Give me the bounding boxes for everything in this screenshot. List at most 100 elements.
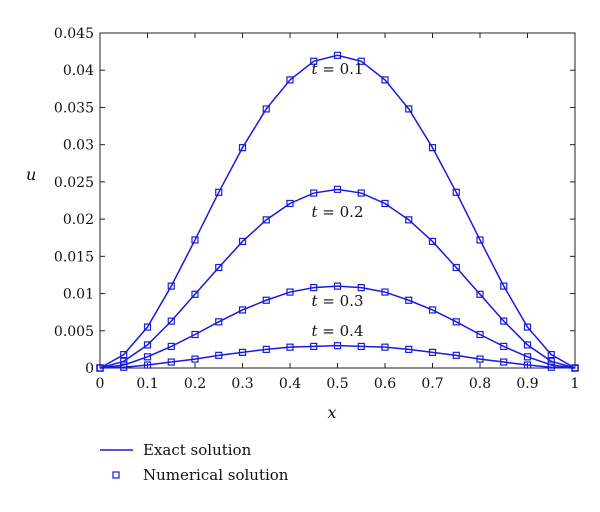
numerical-solution-point	[286, 343, 294, 351]
numerical-solution-point	[476, 330, 484, 339]
numerical-solution-point	[452, 263, 460, 272]
y-tick-label: 0.03	[63, 138, 94, 154]
numerical-solution-point	[120, 351, 128, 359]
numerical-solution-point	[310, 189, 318, 197]
numerical-solution-point	[381, 76, 389, 84]
numerical-solution-point	[143, 341, 152, 349]
numerical-solution-point	[333, 51, 342, 59]
numerical-solution-point	[167, 358, 175, 366]
x-tick-label: 0.1	[136, 376, 158, 392]
x-tick-label: 1	[571, 376, 580, 392]
numerical-solution-point	[167, 342, 175, 351]
exact-solution-line	[99, 54, 576, 369]
numerical-solution-point	[523, 361, 532, 369]
numerical-solution-point	[500, 342, 508, 351]
y-tick-label: 0.045	[54, 26, 94, 42]
numerical-solution-point	[215, 351, 223, 359]
numerical-solution-point	[452, 188, 460, 196]
numerical-solution-point	[452, 318, 460, 326]
y-axis-label: u	[26, 165, 36, 184]
numerical-solution-point	[381, 199, 389, 208]
numerical-solution-point	[523, 353, 532, 361]
numerical-solution-point	[476, 290, 484, 298]
x-tick-label: 0.6	[374, 376, 396, 392]
y-tick-label: 0.035	[54, 100, 94, 116]
x-tick-label: 0.8	[469, 376, 491, 392]
numerical-solution-point	[333, 282, 342, 290]
numerical-solution-point	[167, 282, 175, 290]
legend-marker-swatch	[112, 471, 120, 479]
numerical-solution-point	[381, 343, 389, 351]
numerical-solution-point	[500, 358, 508, 366]
numerical-solution-point	[428, 306, 437, 314]
x-tick-label: 0.3	[231, 376, 253, 392]
annotations: t = 0.1 t = 0.2 t = 0.3 t = 0.4	[312, 60, 364, 340]
x-tick-label: 0.7	[421, 376, 443, 392]
numerical-solution-point	[191, 236, 199, 244]
numerical-solution-point	[120, 363, 128, 371]
exact-solution-line	[99, 285, 576, 369]
axis-ticks: 0 0.1 0.2 0.3 0.4 0.5 0.6 0.7 0.8 0.9 1 0 0.005 0.01 0…	[54, 26, 580, 392]
legend: Exact solution Numerical solution	[100, 441, 289, 484]
numerical-solution-point	[262, 105, 270, 113]
numerical-solution-point	[262, 216, 270, 224]
exact-solution-line	[99, 344, 576, 369]
x-tick-label: 0.2	[184, 376, 206, 392]
y-tick-label: 0.015	[54, 249, 94, 265]
numerical-solution-point	[476, 236, 484, 244]
y-tick-label: 0.02	[63, 212, 94, 228]
numerical-solution-point	[238, 348, 247, 356]
numerical-solution-point	[547, 363, 555, 371]
numerical-solution-point	[357, 342, 365, 351]
time-annotation: t = 0.4	[312, 322, 364, 340]
numerical-solution-point	[523, 323, 532, 331]
y-tick-label: 0.025	[54, 175, 94, 191]
y-tick-label: 0.01	[63, 287, 94, 303]
numerical-solution-point	[191, 330, 199, 339]
numerical-solution-point	[191, 290, 199, 298]
x-tick-label: 0	[96, 376, 105, 392]
x-tick-label: 0.4	[279, 376, 301, 392]
numerical-solution-point	[262, 296, 270, 304]
numerical-solution-point	[357, 284, 365, 292]
numerical-solution-point	[333, 342, 342, 350]
numerical-solution-point	[143, 353, 152, 361]
numerical-solution-point	[405, 296, 413, 304]
x-axis-label: x	[327, 403, 336, 422]
legend-label: Numerical solution	[143, 466, 289, 484]
x-tick-label: 0.5	[326, 376, 348, 392]
numerical-solution-point	[500, 282, 508, 290]
numerical-solution-point	[428, 144, 437, 152]
numerical-solution-point	[310, 342, 318, 351]
numerical-solution-point	[310, 284, 318, 292]
x-tick-label: 0.9	[516, 376, 538, 392]
numerical-solution-point	[286, 76, 294, 84]
numerical-solution-point	[452, 351, 460, 359]
numerical-solution-point	[215, 318, 223, 326]
numerical-solution-point	[143, 361, 152, 369]
time-annotation: t = 0.2	[312, 203, 364, 221]
numerical-solution-point	[215, 263, 223, 272]
numerical-solution-point	[238, 144, 247, 152]
numerical-solution-point	[428, 237, 437, 246]
numerical-solution-point	[405, 345, 413, 353]
y-tick-label: 0.04	[63, 63, 94, 79]
y-tick-label: 0	[85, 361, 94, 377]
numerical-solution-point	[286, 288, 294, 296]
series-3	[96, 282, 579, 372]
numerical-solution-point	[143, 323, 152, 331]
numerical-solution-point	[191, 355, 199, 363]
numerical-solution-point	[215, 188, 223, 196]
numerical-solution-point	[405, 216, 413, 224]
numerical-solution-point	[571, 364, 579, 372]
numerical-solution-point	[476, 355, 484, 363]
numerical-solution-point	[357, 57, 365, 65]
numerical-solution-point	[286, 199, 294, 208]
numerical-solution-point	[500, 317, 508, 325]
numerical-solution-point	[238, 237, 247, 246]
time-annotation: t = 0.3	[312, 292, 364, 310]
exact-solution-line	[99, 188, 576, 369]
numerical-solution-point	[262, 345, 270, 353]
series-4	[96, 342, 579, 372]
series-layer	[96, 51, 579, 372]
